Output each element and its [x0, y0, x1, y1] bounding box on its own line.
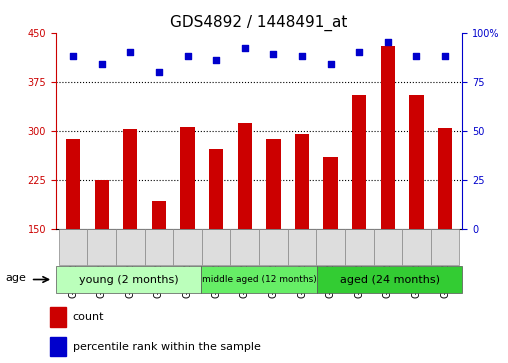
Point [183, 53, 192, 59]
Point [355, 49, 363, 55]
FancyBboxPatch shape [202, 229, 231, 265]
Point [327, 61, 335, 67]
Text: young (2 months): young (2 months) [79, 274, 178, 285]
Bar [380, 46, 395, 327]
Point [155, 69, 163, 75]
Bar [409, 95, 424, 327]
FancyBboxPatch shape [345, 229, 373, 265]
Bar [66, 139, 80, 327]
Text: middle aged (12 months): middle aged (12 months) [202, 275, 316, 284]
FancyBboxPatch shape [116, 229, 145, 265]
Bar [352, 95, 366, 327]
FancyBboxPatch shape [402, 229, 431, 265]
FancyBboxPatch shape [231, 229, 259, 265]
FancyBboxPatch shape [173, 229, 202, 265]
Bar [238, 123, 252, 327]
Point [69, 53, 77, 59]
Point [412, 53, 421, 59]
Bar [152, 201, 166, 327]
FancyBboxPatch shape [431, 229, 459, 265]
Point [241, 45, 249, 51]
Point [441, 53, 449, 59]
Point [212, 57, 220, 63]
FancyBboxPatch shape [87, 229, 116, 265]
FancyBboxPatch shape [316, 229, 345, 265]
Text: aged (24 months): aged (24 months) [340, 274, 440, 285]
Bar [180, 127, 195, 327]
FancyBboxPatch shape [145, 229, 173, 265]
FancyBboxPatch shape [288, 229, 316, 265]
FancyBboxPatch shape [59, 229, 87, 265]
Bar [295, 134, 309, 327]
Bar [50, 337, 66, 356]
FancyBboxPatch shape [317, 266, 462, 293]
Title: GDS4892 / 1448491_at: GDS4892 / 1448491_at [170, 15, 348, 31]
Bar [50, 307, 66, 327]
Bar [438, 128, 452, 327]
Text: percentile rank within the sample: percentile rank within the sample [73, 342, 261, 352]
FancyBboxPatch shape [56, 266, 201, 293]
Point [98, 61, 106, 67]
FancyBboxPatch shape [259, 229, 288, 265]
FancyBboxPatch shape [373, 229, 402, 265]
Bar [209, 149, 224, 327]
Bar [266, 139, 280, 327]
Point [298, 53, 306, 59]
Point [269, 51, 277, 57]
Bar [123, 129, 138, 327]
Text: age: age [6, 273, 26, 283]
Point [126, 49, 134, 55]
Bar [94, 180, 109, 327]
FancyBboxPatch shape [201, 266, 317, 293]
Point [384, 40, 392, 45]
Bar [324, 157, 338, 327]
Text: count: count [73, 312, 104, 322]
